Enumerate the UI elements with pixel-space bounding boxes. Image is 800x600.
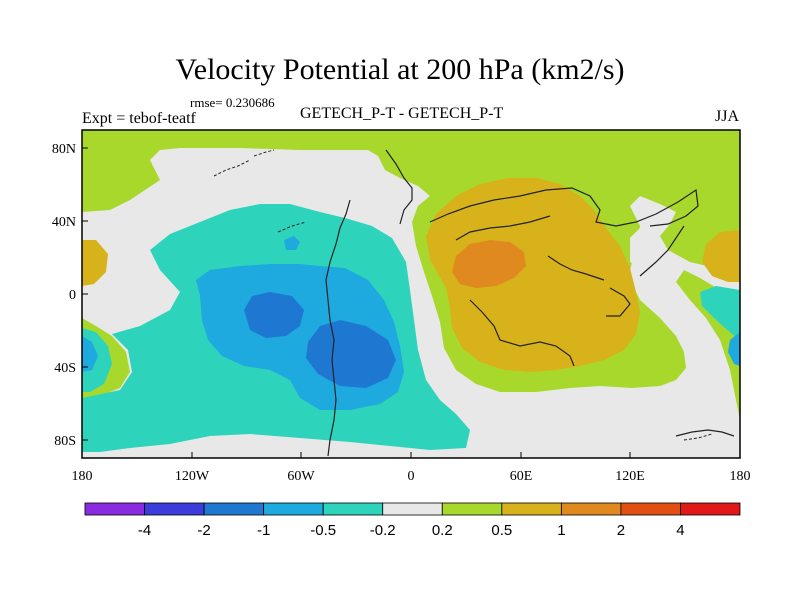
island-pacific xyxy=(277,221,307,233)
x-tick-label: 120W xyxy=(175,469,210,484)
chart-title: Velocity Potential at 200 hPa (km2/s) xyxy=(175,53,625,86)
colorbar-label: -1 xyxy=(257,522,270,539)
colorbar-swatch xyxy=(680,502,741,516)
y-tick-label: 80S xyxy=(54,434,76,449)
colorbar-swatch xyxy=(560,502,622,516)
contour-lightblue-edge-w xyxy=(82,336,98,372)
colorbar-label: -2 xyxy=(197,522,210,539)
colorbar-label: -0.2 xyxy=(370,522,396,539)
contour-gold-edge-w xyxy=(82,240,108,286)
colorbar-swatch xyxy=(441,502,503,516)
colorbar-swatch xyxy=(263,502,324,516)
colorbar-swatch xyxy=(144,502,205,516)
colorbar-swatch xyxy=(501,502,562,516)
x-tick-label: 0 xyxy=(408,469,415,484)
contour-blue-west-2 xyxy=(306,320,396,388)
rmse-label: rmse= 0.230686 xyxy=(190,95,275,110)
coast-east xyxy=(639,225,685,277)
y-tick-label: 40N xyxy=(52,215,76,230)
y-tick-label: 40S xyxy=(54,361,76,376)
contour-grey-patch xyxy=(630,228,656,268)
colorbar-label: -0.5 xyxy=(310,522,336,539)
colorbar: -4 -2 -1 -0.5 -0.2 0.2 0.5 1 2 4 xyxy=(84,502,741,539)
x-tick-label: 60E xyxy=(510,469,533,484)
comparison-label: GETECH_P-T - GETECH_P-T xyxy=(300,105,504,122)
contour-orange-core xyxy=(452,240,526,288)
contour-gold-edge-e xyxy=(702,230,740,282)
contour-blue-west-1 xyxy=(244,292,304,338)
contour-teal-east xyxy=(700,286,740,340)
colorbar-swatch xyxy=(322,502,384,516)
x-tick-label: 180 xyxy=(72,469,93,484)
tick-marks xyxy=(81,147,741,458)
contour-fields xyxy=(82,130,740,457)
island-arctic-2 xyxy=(253,149,275,157)
contour-gold-east xyxy=(426,178,640,372)
contour-lightblue-small xyxy=(284,236,300,250)
x-tick-label: 180 xyxy=(730,469,751,484)
colorbar-swatch xyxy=(84,502,145,516)
colorbar-label: -4 xyxy=(138,522,151,539)
colorbar-swatch xyxy=(203,502,265,516)
colorbar-swatch xyxy=(382,502,443,516)
coast-australia xyxy=(606,287,631,317)
coast-southern-africa xyxy=(469,299,575,367)
x-tick-label: 120E xyxy=(615,469,645,484)
colorbar-swatch xyxy=(620,502,681,516)
coast-south-america xyxy=(325,199,351,457)
colorbar-label: 2 xyxy=(617,522,625,539)
coast-africa xyxy=(429,187,699,227)
experiment-label: Expt = tebof-teatf xyxy=(82,110,196,127)
colorbar-label: 4 xyxy=(676,522,684,539)
colorbar-label: 0.2 xyxy=(432,522,453,539)
colorbar-label: 1 xyxy=(557,522,565,539)
colorbar-label: 0.5 xyxy=(491,522,512,539)
season-label: JJA xyxy=(715,108,740,125)
coast-africa-west xyxy=(455,215,551,241)
y-tick-label: 80N xyxy=(52,142,76,157)
contour-lightblue-edge-e xyxy=(728,332,740,366)
island-arctic xyxy=(213,159,251,177)
coastlines xyxy=(325,149,735,457)
y-tick-label: 0 xyxy=(69,288,76,303)
islands xyxy=(213,149,713,441)
coast-greenland-north xyxy=(385,149,413,225)
x-tick-label: 60W xyxy=(287,469,315,484)
coast-indian xyxy=(547,255,605,281)
coast-antarctica-east xyxy=(675,429,735,437)
